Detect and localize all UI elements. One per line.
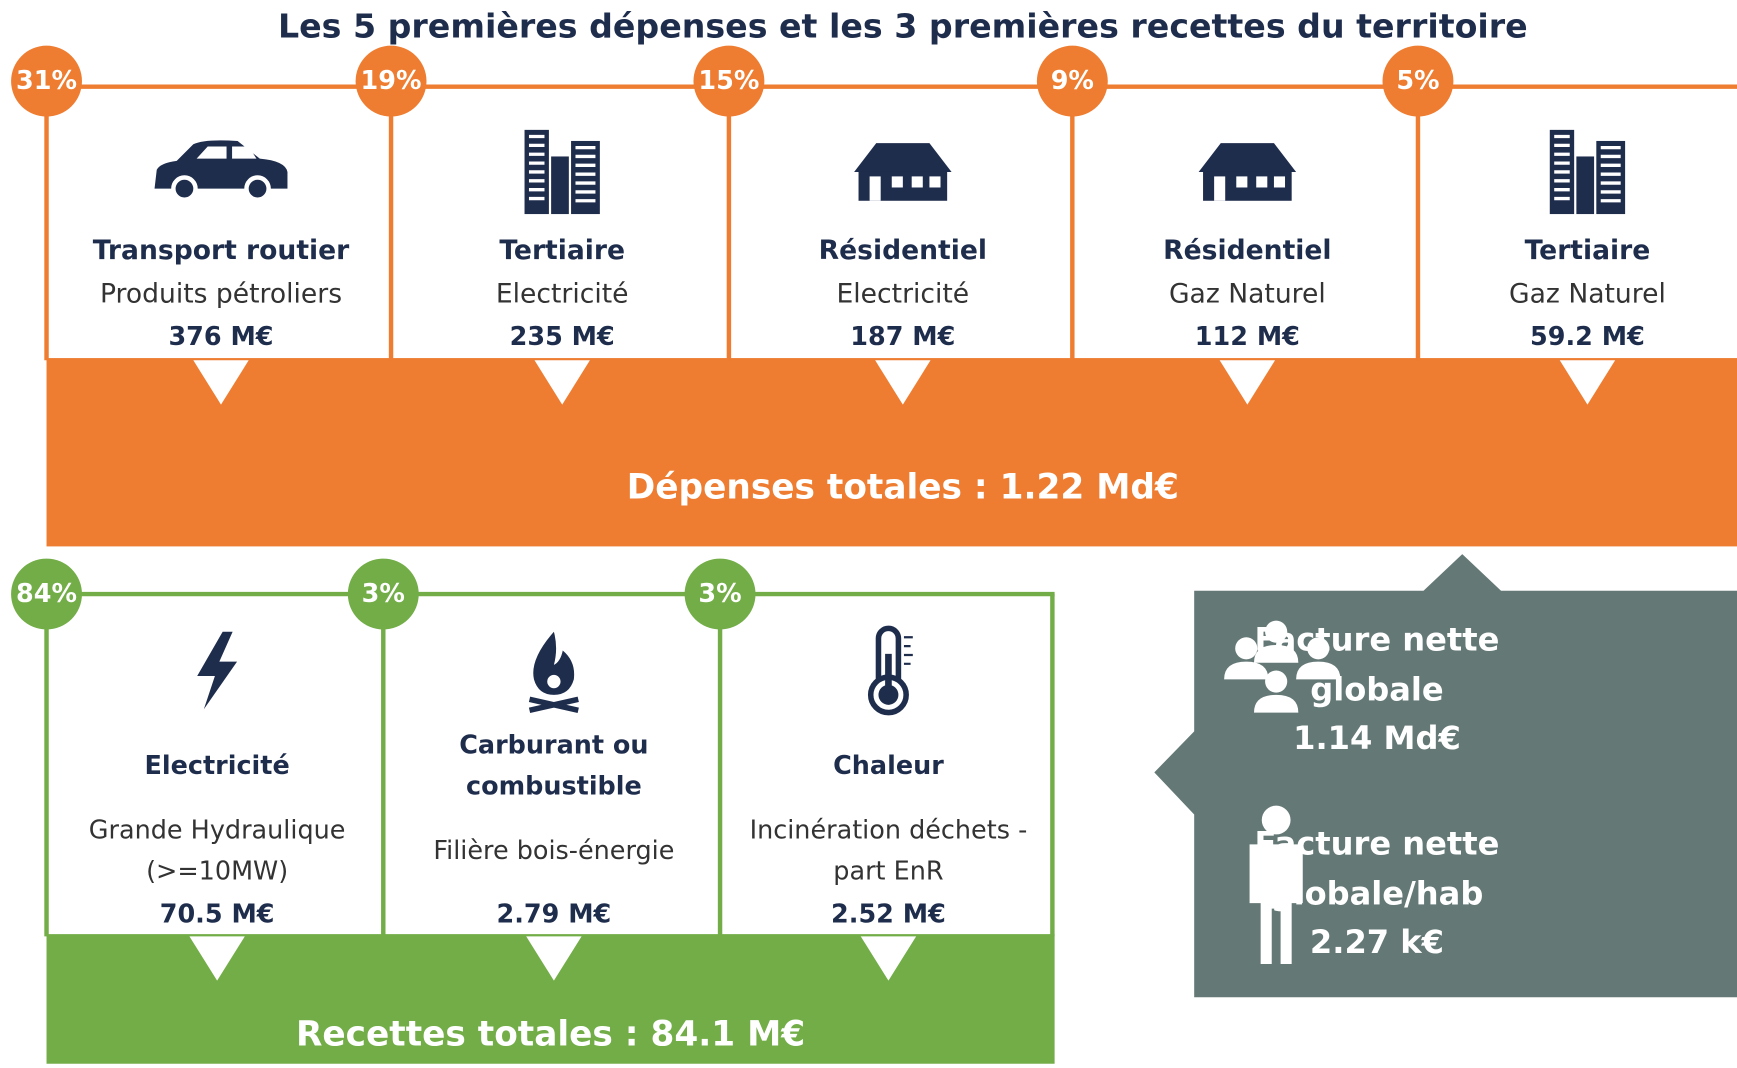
person-head [1261, 805, 1291, 835]
net-label: globale/hab [1271, 874, 1484, 912]
percent-badge [1382, 45, 1454, 117]
pointer [534, 360, 590, 405]
sector: Tertiaire [499, 235, 625, 266]
icon [530, 632, 579, 711]
person-body [1249, 844, 1303, 965]
icon [155, 140, 288, 199]
source: Electricité [837, 278, 970, 309]
revenue-total: Recettes totales : 84.1 M€ [296, 1015, 805, 1055]
source: Electricité [496, 278, 629, 309]
percent: 19% [361, 66, 422, 96]
icon [197, 631, 238, 710]
source: Gaz Naturel [1509, 278, 1666, 309]
net-value: 1.14 Md€ [1293, 719, 1461, 757]
category: combustible [466, 771, 642, 801]
net-label: globale [1310, 671, 1444, 709]
icon [854, 143, 952, 201]
percent-badge [11, 558, 82, 630]
source: Gaz Naturel [1169, 278, 1326, 309]
pointer [875, 360, 931, 405]
source: (>=10MW) [146, 857, 288, 887]
amount: 59.2 M€ [1530, 322, 1645, 352]
pointer [1559, 360, 1616, 405]
category: Chaleur [833, 751, 944, 781]
percent: 3% [698, 579, 741, 609]
source: Grande Hydraulique [89, 816, 346, 846]
expense-band [46, 358, 1737, 547]
amount: 235 M€ [510, 322, 615, 352]
percent-badge [11, 45, 82, 117]
net-label: Facture nette [1255, 825, 1500, 863]
pointer [1219, 360, 1276, 405]
percent: 9% [1051, 66, 1094, 96]
amount: 376 M€ [168, 322, 273, 352]
category: Carburant ou [459, 730, 648, 760]
expense-total: Dépenses totales : 1.22 Md€ [627, 467, 1179, 507]
percent: 84% [16, 579, 77, 609]
category: Electricité [145, 751, 290, 781]
percent-badge [355, 45, 427, 117]
pointer [193, 360, 249, 405]
amount: 112 M€ [1195, 322, 1300, 352]
amount: 70.5 M€ [160, 899, 275, 929]
icon [1548, 128, 1627, 216]
percent-badge [693, 45, 765, 117]
sector: Résidentiel [819, 235, 987, 266]
pointer [189, 936, 245, 981]
sector: Transport routier [93, 235, 350, 266]
icon [871, 628, 913, 712]
percent: 5% [1396, 66, 1439, 96]
percent-badge [1036, 45, 1108, 117]
sector: Tertiaire [1525, 235, 1651, 266]
amount: 2.79 M€ [496, 899, 611, 929]
pointer [860, 936, 917, 981]
percent: 15% [698, 66, 759, 96]
percent: 3% [362, 579, 405, 609]
pointer [526, 936, 582, 981]
source: Filière bois-énergie [433, 836, 674, 866]
percent: 31% [16, 66, 77, 96]
source: Incinération déchets - [750, 816, 1028, 846]
title: Les 5 premières dépenses et les 3 premiè… [278, 6, 1528, 45]
icon [1198, 143, 1297, 201]
percent-badge [347, 558, 419, 630]
source: Produits pétroliers [100, 278, 342, 309]
icon [522, 128, 602, 216]
net-label: Facture nette [1255, 621, 1500, 659]
amount: 2.52 M€ [831, 899, 946, 929]
percent-badge [684, 558, 756, 630]
net-value: 2.27 k€ [1310, 923, 1444, 961]
source: part EnR [833, 857, 943, 887]
sector: Résidentiel [1163, 235, 1331, 266]
amount: 187 M€ [850, 322, 955, 352]
